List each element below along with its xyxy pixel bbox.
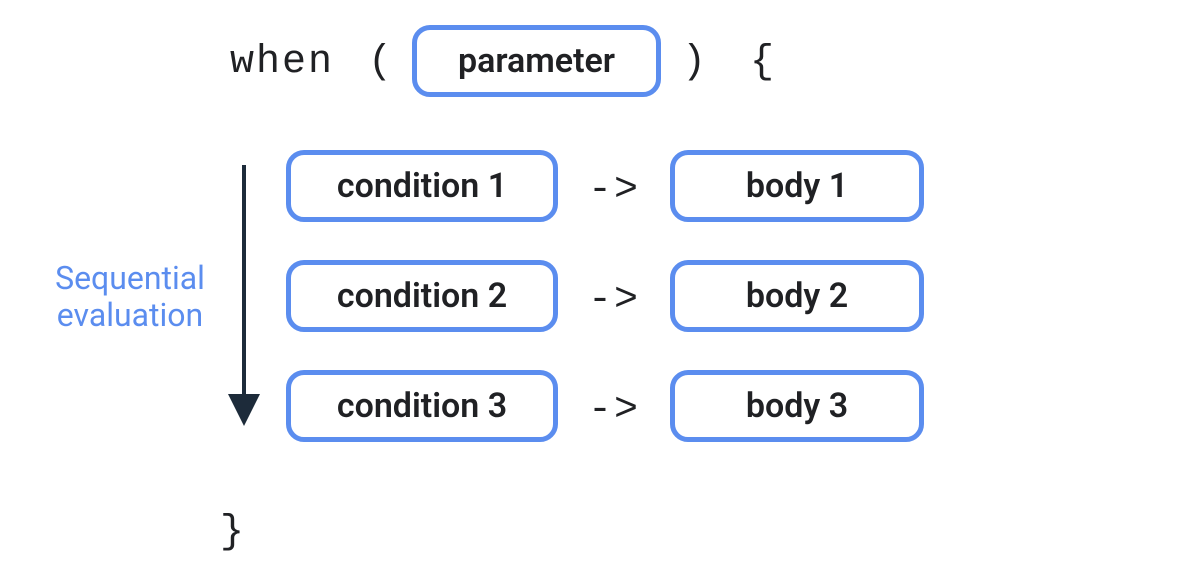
arrow-op-2-text: -> [588,278,640,323]
body-label-3: body 3 [746,386,848,426]
close-brace-text: } [220,510,246,555]
body-label-1: body 1 [746,166,848,206]
arrow-op-1-text: -> [588,168,640,213]
close-brace: } [220,510,246,555]
arrow-op-3-text: -> [588,388,640,433]
keyword-when-text: when [230,40,334,85]
condition-box-1: condition 1 [286,150,558,222]
sequential-label-line2: evaluation [35,297,225,334]
sequential-label-line1: Sequential [35,260,225,297]
close-paren: ) [682,40,708,85]
body-box-3: body 3 [670,370,924,442]
close-paren-text: ) [682,40,708,85]
condition-box-2: condition 2 [286,260,558,332]
open-brace-text: { [750,40,776,85]
condition-label-3: condition 3 [337,386,507,426]
body-box-1: body 1 [670,150,924,222]
arrow-op-2: -> [588,278,640,323]
open-paren-text: ( [368,40,394,85]
body-label-2: body 2 [746,276,848,316]
body-box-2: body 2 [670,260,924,332]
open-brace: { [750,40,776,85]
condition-box-3: condition 3 [286,370,558,442]
keyword-when: when [230,40,334,85]
parameter-box: parameter [412,25,661,97]
condition-label-1: condition 1 [337,166,507,206]
sequential-evaluation-label: Sequential evaluation [35,260,225,334]
arrow-op-3: -> [588,388,640,433]
arrow-op-1: -> [588,168,640,213]
parameter-label: parameter [458,41,615,81]
open-paren: ( [368,40,394,85]
condition-label-2: condition 2 [337,276,507,316]
